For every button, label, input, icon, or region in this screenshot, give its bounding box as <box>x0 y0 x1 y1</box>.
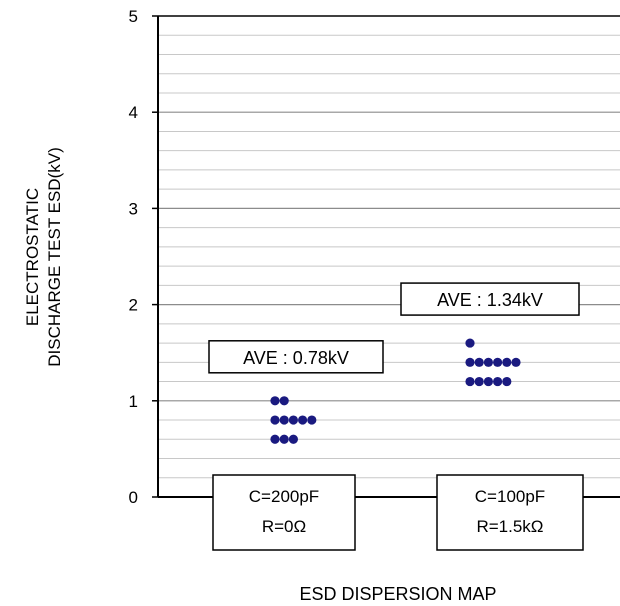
y-axis-label-line-2: DISCHARGE TEST ESD(kV) <box>45 147 64 366</box>
data-point <box>270 415 280 425</box>
data-point <box>279 396 289 406</box>
y-tick-label: 0 <box>129 488 138 507</box>
data-point <box>465 357 475 367</box>
y-tick-label: 3 <box>129 199 138 218</box>
data-point <box>483 376 493 387</box>
data-point <box>502 357 512 367</box>
annotations: AVE : 0.78kV AVE : 1.34kV <box>208 282 580 374</box>
data-point <box>474 357 484 367</box>
data-point <box>279 434 289 444</box>
y-tick-label: 4 <box>129 103 138 122</box>
data-point <box>502 376 512 387</box>
axes <box>157 15 620 498</box>
data-point <box>465 338 475 348</box>
condition-box <box>436 474 584 551</box>
average-annotation-label: AVE : 0.78kV <box>243 348 349 368</box>
condition-box <box>212 474 356 551</box>
data-point <box>483 357 493 367</box>
condition-label: C=100pF <box>475 487 545 506</box>
data-point <box>288 415 298 425</box>
data-point <box>288 434 298 444</box>
data-point <box>298 415 308 425</box>
data-point <box>474 376 484 387</box>
average-annotation-box <box>208 340 384 374</box>
condition-label: R=1.5kΩ <box>476 517 543 536</box>
data-point <box>279 415 289 425</box>
x-axis-label: ESD DISPERSION MAP <box>299 584 496 604</box>
condition-label: R=0Ω <box>262 517 306 536</box>
data-point <box>307 415 317 425</box>
grid-lines <box>158 34 620 479</box>
data-point <box>493 357 503 367</box>
data-point <box>270 434 280 444</box>
y-axis-label-line-1: ELECTROSTATIC <box>23 188 42 326</box>
average-annotation-label: AVE : 1.34kV <box>437 290 543 310</box>
data-point <box>465 376 475 387</box>
data-point <box>493 376 503 387</box>
average-annotation-box <box>400 282 580 316</box>
y-tick-label: 2 <box>129 296 138 315</box>
y-tick-label: 5 <box>129 7 138 26</box>
data-point <box>270 396 280 406</box>
y-ticks: 0 1 2 3 4 5 <box>129 7 158 507</box>
data-points <box>270 338 521 444</box>
data-point <box>511 357 521 367</box>
condition-boxes: C=200pF R=0Ω C=100pF R=1.5kΩ <box>212 474 584 551</box>
y-tick-label: 1 <box>129 392 138 411</box>
condition-label: C=200pF <box>249 487 319 506</box>
